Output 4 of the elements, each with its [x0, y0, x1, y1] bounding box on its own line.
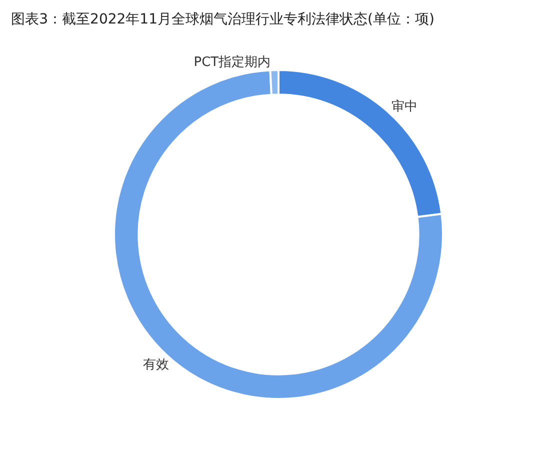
chart-title: 图表3：截至2022年11月全球烟气治理行业专利法律状态(单位：项): [11, 11, 434, 28]
slice-label: PCT指定期内: [194, 55, 271, 70]
slice-label: 审中: [391, 98, 418, 115]
slice-label: 有效: [143, 357, 170, 372]
